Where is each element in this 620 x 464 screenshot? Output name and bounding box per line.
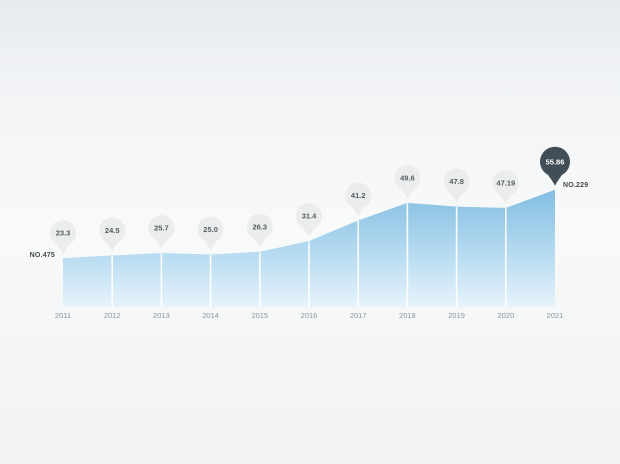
value-label: 25.0	[203, 225, 218, 234]
value-label: 26.3	[252, 222, 267, 231]
x-axis-label: 2021	[547, 311, 564, 320]
value-marker: 25.7	[148, 215, 175, 250]
value-label: 49.6	[400, 173, 415, 182]
balloon-pin-icon	[246, 213, 273, 248]
value-label: 24.5	[105, 226, 120, 235]
balloon-pin-icon	[50, 220, 76, 255]
x-axis-label: 2015	[251, 311, 268, 320]
x-axis-label: 2018	[399, 311, 416, 320]
value-label: 55.86	[546, 157, 565, 166]
start-annotation: NO.475	[29, 252, 55, 259]
value-marker: 26.3	[246, 213, 273, 248]
x-axis-label: 2017	[350, 311, 367, 320]
value-marker: 24.5	[99, 217, 126, 252]
value-label: 25.7	[154, 224, 169, 233]
value-marker: 41.2	[345, 182, 372, 217]
x-axis-label: 2016	[301, 311, 318, 320]
balloon-pin-icon	[99, 217, 126, 252]
balloon-pin-icon	[394, 164, 421, 199]
balloon-pin-icon	[296, 203, 322, 238]
value-marker: 25.0	[197, 216, 224, 251]
value-label: 23.3	[56, 229, 71, 238]
balloon-pin-icon	[345, 182, 372, 217]
value-label: 47.8	[449, 177, 464, 186]
x-axis-label: 2014	[202, 311, 219, 320]
x-axis-label: 2013	[153, 311, 170, 320]
end-annotation: NO.229	[563, 182, 589, 189]
balloon-pin-icon	[492, 169, 519, 204]
value-marker: 47.8	[443, 168, 470, 203]
balloon-pin-icon	[148, 215, 175, 250]
value-marker: 47.19	[492, 169, 519, 204]
value-marker: 49.6	[394, 164, 421, 199]
value-label: 47.19	[496, 179, 515, 188]
value-label: 31.4	[302, 212, 317, 221]
balloon-pin-icon	[443, 168, 470, 203]
x-axis-label: 2012	[104, 311, 121, 320]
value-marker: 31.4	[296, 203, 322, 238]
value-label: 41.2	[351, 191, 366, 200]
x-axis-label: 2011	[55, 311, 71, 320]
value-marker-highlight: 55.86	[540, 146, 570, 186]
x-axis-label: 2019	[448, 311, 465, 320]
x-axis-label: 2020	[497, 311, 514, 320]
value-marker: 23.3	[50, 220, 76, 255]
balloon-pin-icon	[540, 146, 570, 186]
balloon-pin-icon	[197, 216, 224, 251]
